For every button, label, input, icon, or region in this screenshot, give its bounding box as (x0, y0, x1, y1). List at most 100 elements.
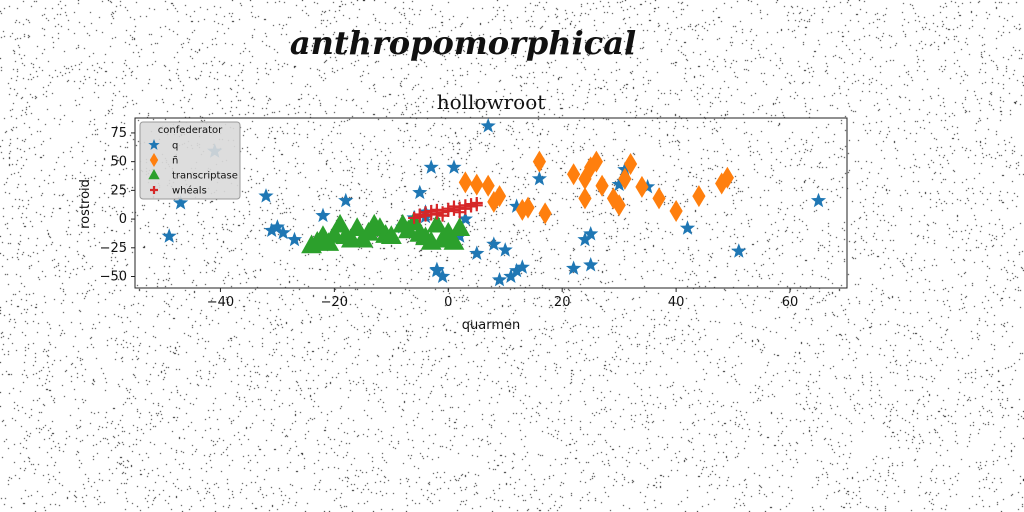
legend-label: ñ (172, 156, 178, 167)
data-point (423, 159, 439, 174)
data-point (532, 150, 547, 173)
series-3 (301, 211, 471, 254)
data-point (458, 171, 472, 194)
data-point (430, 203, 443, 216)
legend-label: q (172, 141, 178, 152)
x-tick-label: 0 (444, 295, 452, 310)
x-tick-label: −20 (321, 295, 348, 310)
legend-label: whéals (172, 185, 207, 197)
legend-marker (148, 139, 160, 150)
chart-title: hollowroot (437, 90, 546, 114)
data-point (583, 226, 599, 241)
legend-marker (150, 186, 158, 194)
y-tick-label: −50 (100, 270, 127, 285)
x-tick-label: 40 (668, 295, 685, 310)
data-point (679, 220, 696, 235)
data-point (338, 192, 354, 208)
x-tick-label: −40 (207, 295, 234, 310)
data-point (715, 172, 729, 195)
data-point (412, 184, 428, 200)
data-point (457, 211, 473, 226)
data-point (810, 192, 827, 208)
figure-suptitle: anthropomorphical (289, 24, 637, 62)
data-point (442, 202, 455, 215)
data-point (286, 231, 303, 247)
data-point (435, 268, 451, 283)
data-point (566, 260, 582, 275)
data-point (480, 118, 496, 133)
data-point (497, 242, 513, 257)
data-point (419, 206, 432, 219)
legend-marker (149, 153, 159, 167)
data-point (611, 176, 627, 192)
data-point (606, 187, 621, 210)
data-point (492, 185, 507, 208)
data-point (595, 174, 609, 197)
x-axis: −40 −20 0 20 40 60 (207, 288, 799, 310)
data-point (578, 187, 592, 210)
data-point (449, 217, 471, 236)
data-point (413, 208, 426, 221)
data-point (436, 209, 449, 222)
data-point (470, 173, 484, 196)
data-point (447, 200, 460, 213)
y-axis: −50 −25 0 25 50 75 (100, 126, 135, 285)
data-point (584, 156, 598, 179)
data-point (487, 190, 501, 213)
legend-entries: qñ transcriptase whéals (148, 139, 238, 197)
legend-marker (148, 169, 160, 180)
legend-label: transcriptase (172, 171, 238, 182)
data-point (269, 219, 285, 234)
x-tick-label: 60 (782, 295, 799, 310)
data-point (429, 261, 445, 277)
y-tick-label: 75 (110, 126, 127, 141)
data-point (161, 228, 177, 243)
data-point (538, 202, 552, 225)
data-point (275, 224, 291, 240)
data-point (577, 231, 593, 247)
legend: confederator qñ transcriptase whéals (139, 121, 241, 200)
y-axis-label: rostroid (78, 179, 93, 229)
data-point (652, 187, 666, 210)
series-4 (408, 197, 483, 224)
data-point (635, 175, 649, 198)
legend-title: confederator (158, 125, 223, 136)
data-point (720, 166, 734, 189)
data-point (443, 231, 465, 250)
data-point (426, 213, 448, 233)
data-point (491, 272, 508, 287)
data-point (509, 262, 525, 278)
data-point (258, 188, 274, 203)
x-tick-label: 20 (554, 295, 571, 310)
data-point (583, 257, 599, 272)
plot-frame (134, 117, 848, 289)
y-tick-label: 0 (119, 212, 127, 227)
data-point (481, 174, 495, 197)
data-point (623, 152, 638, 175)
data-point (566, 163, 581, 186)
data-point (669, 200, 683, 223)
data-point (692, 185, 706, 208)
data-point (264, 222, 280, 237)
data-marks (161, 118, 827, 287)
x-axis-label: quarmen (462, 318, 520, 333)
data-point (521, 196, 535, 219)
data-point (470, 197, 483, 209)
data-point (315, 207, 331, 223)
data-point (173, 195, 189, 210)
data-point (509, 198, 525, 213)
data-point (503, 268, 519, 283)
data-point (589, 150, 603, 173)
data-point (469, 245, 485, 260)
y-tick-label: 50 (110, 155, 127, 170)
series-2 (458, 150, 734, 225)
y-tick-label: −25 (100, 241, 127, 256)
data-point (486, 236, 502, 251)
legend-box (139, 121, 241, 200)
data-point (612, 194, 626, 217)
data-point (731, 243, 747, 258)
data-point (618, 167, 632, 190)
data-point (380, 225, 402, 245)
